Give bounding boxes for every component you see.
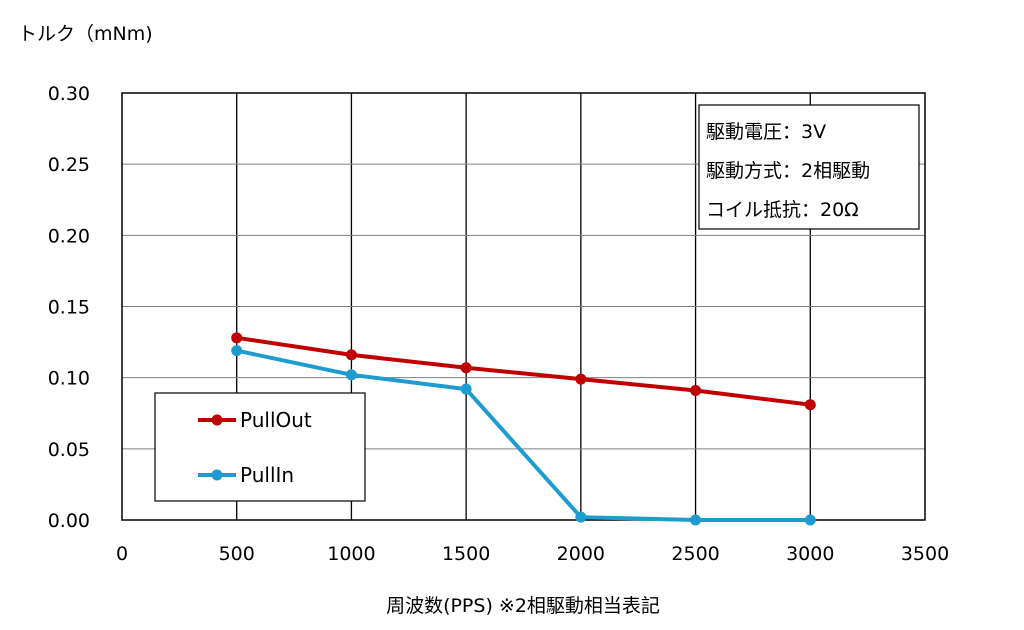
y-tick-label: 0.10 — [48, 368, 90, 390]
y-tick-label: 0.05 — [48, 439, 90, 461]
x-tick-label: 2000 — [557, 543, 605, 565]
data-point-pullout — [460, 362, 472, 374]
data-point-pullout — [690, 384, 702, 396]
data-point-pullin — [345, 369, 357, 381]
condition-box-frame — [698, 104, 920, 230]
x-tick-label: 3000 — [786, 543, 834, 565]
data-point-pullin — [690, 514, 702, 526]
y-tick-label: 0.30 — [48, 83, 90, 105]
plot-area-frame — [121, 92, 926, 521]
series-line-pullin — [236, 348, 811, 522]
y-tick-labels: 0.00 0.05 0.10 0.15 0.20 0.25 0.30 — [48, 83, 90, 532]
y-tick-label: 0.00 — [48, 510, 90, 532]
x-tick-label: 1500 — [442, 543, 490, 565]
legend-marker-pullout — [211, 414, 223, 426]
data-point-pullin — [231, 345, 243, 357]
data-point-pullin — [460, 383, 472, 395]
x-axis-title: 周波数(PPS) ※2相駆動相当表記 — [386, 595, 660, 617]
legend: PullOut PullIn — [154, 392, 366, 502]
legend-box — [154, 392, 366, 502]
legend-label-pullout: PullOut — [240, 408, 312, 432]
x-tick-label: 1000 — [327, 543, 375, 565]
data-point-pullin — [804, 514, 816, 526]
x-tick-label: 2500 — [671, 543, 719, 565]
data-point-pullin — [575, 511, 587, 523]
x-tick-label: 500 — [219, 543, 255, 565]
data-point-pullout — [575, 373, 587, 385]
data-point-pullout — [804, 399, 816, 411]
x-tick-label: 3500 — [901, 543, 949, 565]
annotation-voltage: 駆動電圧：3V — [706, 121, 826, 143]
x-tick-labels: 0 500 1000 1500 2000 2500 3000 3500 — [116, 543, 949, 565]
legend-marker-pullin — [211, 469, 223, 481]
series-layer — [231, 332, 816, 526]
data-point-pullout — [231, 332, 243, 344]
y-tick-label: 0.25 — [48, 154, 90, 176]
annotation-drive-method: 駆動方式：2相駆動 — [706, 160, 870, 182]
series-line-pullout — [236, 335, 811, 407]
y-axis-title: トルク（mNm) — [18, 23, 153, 45]
data-point-pullout — [345, 349, 357, 361]
x-tick-label: 0 — [116, 543, 128, 565]
condition-box: 駆動電圧：3V 駆動方式：2相駆動 コイル抵抗：20Ω — [698, 104, 920, 230]
y-tick-label: 0.15 — [48, 297, 90, 319]
annotation-coil-resistance: コイル抵抗：20Ω — [706, 199, 859, 221]
y-tick-label: 0.20 — [48, 225, 90, 247]
legend-label-pullin: PullIn — [240, 463, 294, 487]
